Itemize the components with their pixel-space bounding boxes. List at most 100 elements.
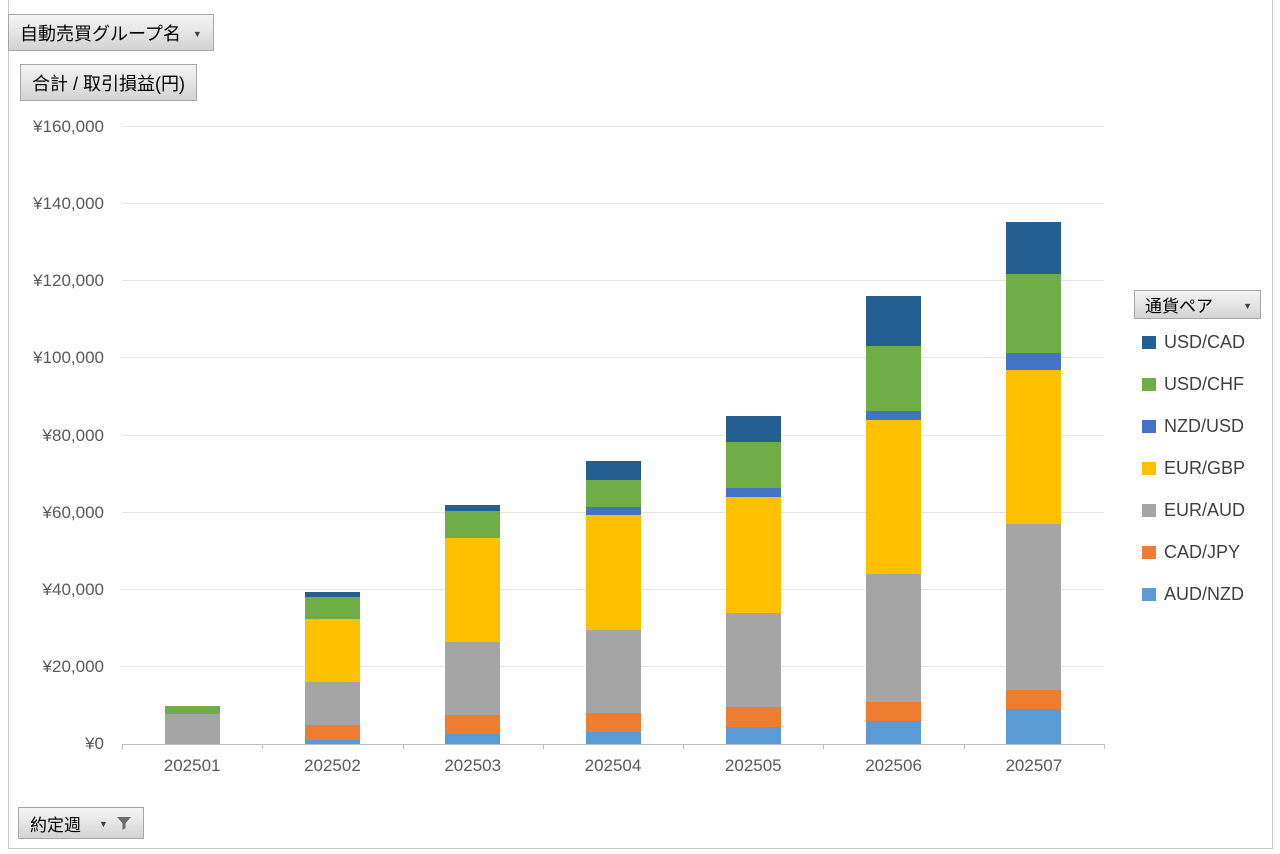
legend: USD/CAD USD/CHF NZD/USD EUR/GBP EUR/AUD CAD/J…	[1142, 321, 1274, 615]
legend-item-USD-CHF: USD/CHF	[1142, 363, 1274, 405]
y-axis-label: ¥80,000	[42, 425, 104, 445]
legend-field-label: 通貨ペア	[1145, 297, 1213, 316]
legend-label: USD/CAD	[1164, 331, 1246, 352]
group-name-field-label: 自動売買グループ名	[20, 23, 181, 44]
chevron-down-icon: ▼	[1243, 300, 1252, 311]
bar-segment-EUR-AUD-202507	[1006, 524, 1062, 691]
bar-segment-EUR-AUD-202506	[866, 574, 922, 702]
bar-segment-USD-CHF-202507	[1006, 274, 1062, 354]
bar-segment-AUD-NZD-202503	[445, 734, 501, 744]
bar-segment-EUR-GBP-202506	[866, 420, 922, 575]
bar-segment-USD-CAD-202502	[304, 591, 360, 598]
bar-segment-USD-CAD-202507	[1006, 222, 1062, 275]
x-axis-tick	[683, 744, 685, 749]
legend-item-EUR-AUD: EUR/AUD	[1142, 489, 1274, 531]
filter-funnel-icon	[116, 816, 132, 831]
bar-segment-NZD-USD-202507	[1006, 353, 1062, 370]
y-axis-label: ¥40,000	[42, 579, 104, 599]
bar-segment-CAD-JPY-202507	[1006, 690, 1062, 710]
bar-segment-EUR-AUD-202505	[725, 612, 781, 708]
bar-segment-USD-CAD-202504	[585, 460, 641, 480]
legend-swatch-icon	[1142, 587, 1156, 601]
legend-swatch-icon	[1142, 419, 1156, 433]
gridline	[122, 126, 1104, 127]
bar-segment-EUR-AUD-202502	[304, 682, 360, 725]
bar-segment-USD-CHF-202506	[866, 345, 922, 412]
y-axis-label: ¥60,000	[42, 502, 104, 522]
x-axis-tick	[122, 744, 123, 749]
gridline	[122, 280, 1104, 282]
legend-label: EUR/GBP	[1164, 457, 1246, 478]
bar-segment-EUR-GBP-202502	[304, 618, 360, 683]
legend-label: EUR/AUD	[1164, 499, 1246, 520]
bar-segment-USD-CHF-202503	[445, 510, 501, 538]
bar-segment-EUR-AUD-202501	[164, 713, 220, 744]
x-axis-tick	[823, 744, 825, 749]
bar-segment-CAD-JPY-202504	[585, 713, 641, 733]
x-axis-label: 202505	[724, 756, 782, 775]
axis-field-button[interactable]: 約定週 ▼	[18, 807, 144, 839]
bar-segment-EUR-AUD-202504	[585, 630, 641, 714]
bar-segment-USD-CHF-202504	[585, 479, 641, 507]
y-axis-label: ¥20,000	[42, 656, 104, 676]
gridline	[122, 357, 1104, 359]
bar-segment-AUD-NZD-202506	[866, 720, 922, 744]
legend-field-button[interactable]: 通貨ペア ▼	[1134, 290, 1261, 319]
bar-segment-EUR-GBP-202503	[445, 537, 501, 642]
legend-swatch-icon	[1142, 503, 1156, 517]
legend-swatch-icon	[1142, 545, 1156, 559]
bar-segment-NZD-USD-202504	[585, 506, 641, 515]
x-axis-tick	[1104, 744, 1105, 749]
x-axis: 202501 202502 202503 202504 202505 202506 2025…	[122, 756, 1104, 782]
x-axis-tick	[963, 744, 965, 749]
axis-field-label: 約定週	[30, 815, 81, 835]
bar-segment-AUD-NZD-202505	[725, 726, 781, 744]
bar-segment-AUD-NZD-202504	[585, 732, 641, 744]
x-axis-tick	[262, 744, 264, 749]
chevron-down-icon: ▼	[192, 28, 202, 39]
bar-segment-USD-CHF-202502	[304, 597, 360, 619]
value-field-button[interactable]: 合計 / 取引損益(円)	[20, 64, 197, 101]
bar-segment-EUR-GBP-202507	[1006, 369, 1062, 525]
bar-segment-CAD-JPY-202505	[725, 707, 781, 727]
x-axis-tick	[402, 744, 404, 749]
x-axis-label: 202504	[584, 756, 642, 775]
legend-swatch-icon	[1142, 335, 1156, 349]
bar-segment-USD-CHF-202501	[164, 706, 220, 714]
legend-label: CAD/JPY	[1164, 541, 1241, 562]
bar-segment-NZD-USD-202506	[866, 411, 922, 421]
bar-segment-USD-CHF-202505	[725, 442, 781, 489]
legend-swatch-icon	[1142, 377, 1156, 391]
legend-label: NZD/USD	[1164, 415, 1244, 436]
bar-segment-USD-CAD-202506	[866, 295, 922, 346]
legend-label: AUD/NZD	[1164, 583, 1244, 604]
bar-segment-AUD-NZD-202502	[304, 740, 360, 744]
bar-segment-AUD-NZD-202507	[1006, 709, 1062, 744]
legend-item-AUD-NZD: AUD/NZD	[1142, 573, 1274, 615]
bar-segment-CAD-JPY-202502	[304, 724, 360, 741]
bar-segment-CAD-JPY-202506	[866, 701, 922, 721]
legend-item-USD-CAD: USD/CAD	[1142, 321, 1274, 363]
x-axis-label: 202501	[163, 756, 221, 775]
group-name-field-button[interactable]: 自動売買グループ名 ▼	[8, 14, 214, 51]
x-axis-label: 202507	[1005, 756, 1063, 775]
y-axis-label: ¥120,000	[33, 271, 104, 291]
legend-item-EUR-GBP: EUR/GBP	[1142, 447, 1274, 489]
bar-segment-USD-CAD-202505	[725, 415, 781, 443]
legend-item-NZD-USD: NZD/USD	[1142, 405, 1274, 447]
bar-segment-EUR-AUD-202503	[445, 641, 501, 716]
gridline	[122, 203, 1104, 205]
bar-segment-EUR-GBP-202504	[585, 514, 641, 631]
x-axis-label: 202503	[444, 756, 502, 775]
y-axis-label: ¥140,000	[33, 194, 104, 214]
y-axis-label: ¥100,000	[33, 348, 104, 368]
x-axis-label: 202502	[304, 756, 361, 775]
x-axis-label: 202506	[865, 756, 922, 775]
gridline	[122, 434, 1104, 436]
y-axis-label: ¥0	[85, 734, 104, 753]
legend-swatch-icon	[1142, 461, 1156, 475]
chevron-down-icon: ▼	[99, 819, 108, 829]
y-axis-label: ¥160,000	[33, 117, 104, 136]
legend-item-CAD-JPY: CAD/JPY	[1142, 531, 1274, 573]
bar-segment-CAD-JPY-202503	[445, 715, 501, 735]
